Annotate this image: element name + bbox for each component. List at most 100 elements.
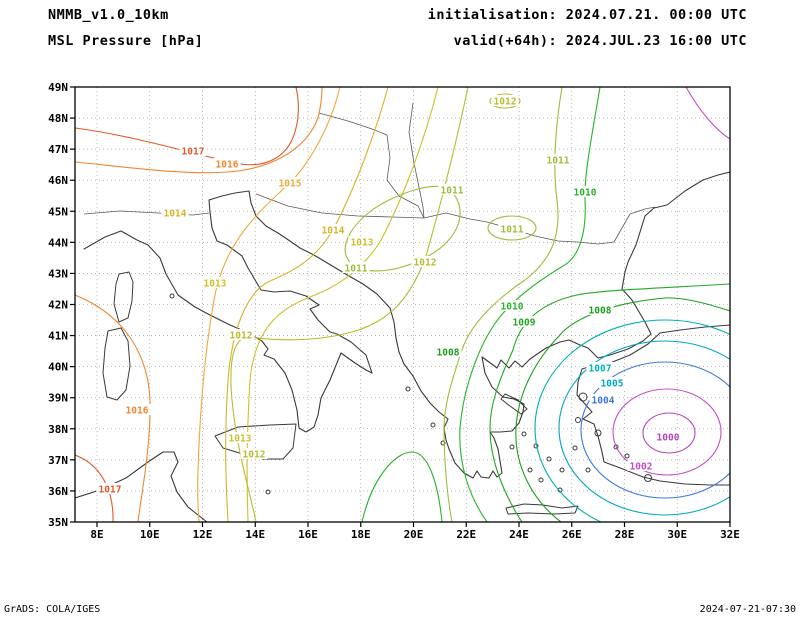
lat-label: 40N (48, 361, 68, 374)
contour-line-1010-ionian (361, 451, 443, 522)
lat-label: 39N (48, 392, 68, 405)
lon-label: 26E (562, 528, 582, 541)
coastlines (75, 171, 730, 522)
contour-line-1005 (558, 340, 730, 516)
contour-label: 1012 (227, 329, 255, 342)
grid-lines (75, 87, 730, 522)
svg-text:1012: 1012 (243, 450, 266, 461)
small-island (594, 429, 602, 437)
svg-text:1012: 1012 (494, 97, 517, 108)
small-island (644, 474, 652, 482)
init-time: initialisation: 2024.07.21. 00:00 UTC (428, 7, 747, 23)
svg-text:1009: 1009 (513, 318, 536, 329)
contour-labels: 1017 1016 1015 1014 1014 1013 1013 1013 1012 1012… (96, 95, 682, 496)
contour-label: 1009 (510, 316, 538, 329)
svg-text:1012: 1012 (230, 331, 253, 342)
lon-label: 16E (298, 528, 318, 541)
river-sava (255, 193, 425, 219)
svg-text:1011: 1011 (345, 264, 368, 275)
model-name: NMMB_v1.0_10km (48, 7, 169, 23)
island-corsica (113, 271, 134, 323)
river-po (83, 210, 210, 216)
lon-label: 8E (90, 528, 103, 541)
contour-label: 1008 (434, 346, 462, 359)
contour-label: 1010 (571, 186, 599, 199)
svg-text:1011: 1011 (441, 186, 464, 197)
contour-label: 1012 (411, 256, 439, 269)
svg-text:1010: 1010 (501, 302, 524, 313)
contour-label: 1000 (654, 431, 682, 444)
river-tisza (408, 102, 425, 219)
lat-label: 46N (48, 174, 68, 187)
island-crete (505, 503, 579, 515)
lat-label: 45N (48, 205, 68, 218)
small-island (527, 467, 533, 473)
coastline-turkey (576, 324, 730, 486)
small-island (169, 293, 175, 299)
small-island (585, 467, 591, 473)
small-island (538, 477, 544, 483)
contour-label: 1013 (348, 236, 376, 249)
contour-label: 1017 (179, 145, 207, 158)
svg-text:1012: 1012 (414, 258, 437, 269)
contour-label: 1016 (123, 404, 151, 417)
svg-text:1017: 1017 (99, 485, 122, 496)
small-island (430, 422, 436, 428)
svg-text:1016: 1016 (216, 160, 239, 171)
small-island (546, 456, 552, 462)
small-island (578, 392, 588, 402)
contour-label: 1005 (598, 377, 626, 390)
contour-line-1008 (515, 297, 730, 522)
svg-text:1007: 1007 (589, 364, 612, 375)
contour-label: 1014 (319, 224, 347, 237)
lon-label: 12E (193, 528, 213, 541)
axis-ticks (70, 86, 731, 527)
svg-text:1008: 1008 (437, 348, 460, 359)
svg-text:1005: 1005 (601, 379, 624, 390)
svg-text:1004: 1004 (592, 396, 615, 407)
lon-label: 30E (667, 528, 687, 541)
lat-label: 44N (48, 236, 68, 249)
contour-label: 1017 (96, 483, 124, 496)
small-island (440, 440, 446, 446)
river-danube (318, 112, 656, 245)
lat-label: 42N (48, 298, 68, 311)
contour-line-1014 (225, 87, 389, 522)
contour-label: 1004 (589, 394, 617, 407)
contour-line-1016 (75, 87, 323, 174)
lon-label: 20E (404, 528, 424, 541)
svg-text:1015: 1015 (279, 179, 302, 190)
svg-text:1016: 1016 (126, 406, 149, 417)
lon-label: 10E (140, 528, 160, 541)
valid-time: valid(+64h): 2024.JUL.23 16:00 UTC (454, 33, 747, 49)
svg-text:1014: 1014 (164, 209, 187, 220)
svg-text:1014: 1014 (322, 226, 345, 237)
contour-line-1007 (534, 319, 730, 522)
contour-line-northeast-arc (685, 87, 730, 140)
lon-label: 28E (615, 528, 635, 541)
lat-label: 37N (48, 454, 68, 467)
contour-line-1012 (230, 87, 469, 522)
svg-text:1013: 1013 (204, 279, 227, 290)
svg-text:1013: 1013 (229, 434, 252, 445)
contour-line-1017-southwest (75, 454, 114, 522)
contour-label: 1012 (491, 95, 519, 108)
small-island (572, 445, 578, 451)
coastline-tunisia (75, 451, 208, 522)
contour-line-1009 (489, 283, 730, 522)
lon-label: 22E (456, 528, 476, 541)
contour-line-1017 (75, 87, 299, 166)
axis-labels: 8E 10E 12E 14E 16E 18E 20E 22E 24E 26E 28E 30E 32E 49… (48, 81, 740, 541)
lat-label: 41N (48, 330, 68, 343)
contour-label: 1011 (342, 262, 370, 275)
contour-line-1011-adriatic (344, 185, 461, 272)
contour-line-1012-north (489, 93, 521, 109)
island-sicily (214, 423, 297, 460)
lon-label: 24E (509, 528, 529, 541)
lat-label: 48N (48, 112, 68, 125)
small-island (405, 386, 411, 392)
contour-line-1016-west (75, 294, 151, 522)
svg-text:1002: 1002 (630, 462, 653, 473)
svg-text:1010: 1010 (574, 188, 597, 199)
